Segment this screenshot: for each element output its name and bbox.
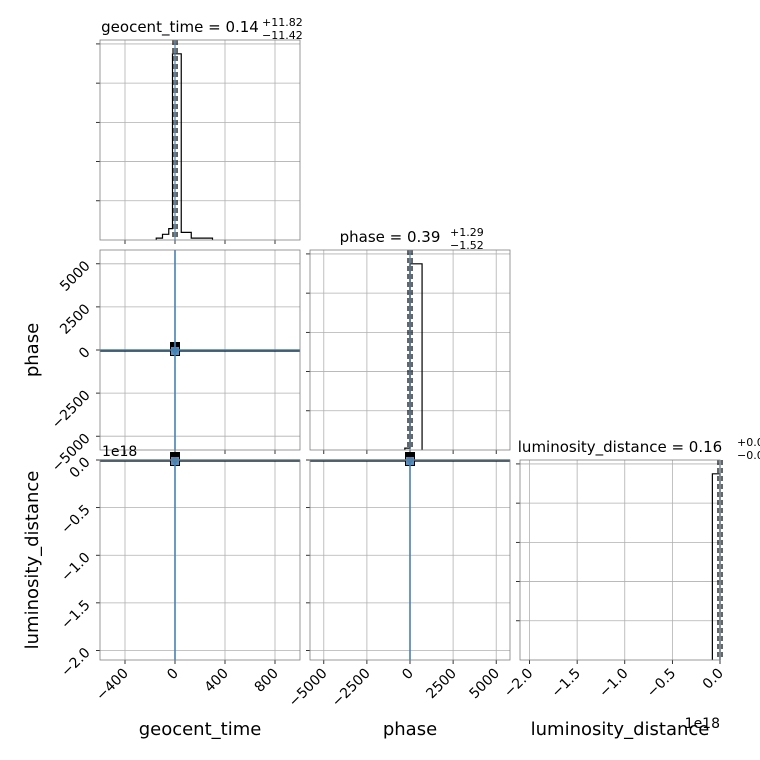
panel-title: phase = 0.39 [340, 228, 441, 246]
y-tick-label: −1.0 [58, 550, 93, 585]
x-tick-label: −5000 [286, 666, 331, 711]
x-tick-label: 400 [202, 666, 232, 696]
x-axis-label: phase [383, 719, 437, 740]
panel-frame [99, 39, 301, 241]
y-axis-label: phase [22, 323, 43, 377]
x-tick-label: 0 [164, 666, 182, 684]
x-tick-label: −0.5 [644, 666, 679, 701]
x-offset-label: 1e18 [685, 716, 720, 732]
panel-title: geocent_time = 0.14 [101, 18, 259, 37]
panel-geocent_time-vs-luminosity_distance [96, 452, 301, 664]
title-minus: −0.08 [737, 449, 760, 462]
panel-frame [519, 459, 721, 661]
panel-phase-vs-luminosity_distance [306, 452, 511, 664]
y-tick-label: 0 [76, 344, 94, 362]
x-tick-label: −1.0 [596, 666, 631, 701]
histogram-luminosity_distance [711, 473, 721, 660]
x-tick-label: 2500 [423, 666, 460, 703]
title-minus: −1.52 [450, 239, 484, 252]
panel-frame [99, 249, 301, 451]
x-tick-label: −1.5 [549, 666, 584, 701]
y-tick-label: −2500 [49, 387, 94, 432]
y-tick-label: −2.0 [58, 645, 93, 680]
x-tick-label: 800 [252, 666, 282, 696]
diag-panel-geocent_time: geocent_time = 0.14 +11.82−11.42 [96, 16, 303, 244]
x-axis-label: luminosity_distance [531, 719, 710, 740]
x-tick-label: 5000 [467, 666, 504, 703]
y-tick-label: −0.5 [58, 502, 93, 537]
y-axis-label: luminosity_distance [22, 471, 43, 650]
truth-point [172, 347, 178, 353]
x-tick-label: −2.0 [501, 666, 536, 701]
y-tick-label: −1.5 [58, 597, 93, 632]
title-plus: +1.29 [450, 226, 484, 239]
panel-title: luminosity_distance = 0.16 [518, 438, 722, 457]
y-offset-label: 1e18 [102, 444, 137, 460]
panel-frame [99, 459, 301, 661]
y-tick-label: 2500 [57, 301, 94, 338]
diag-panel-luminosity_distance: luminosity_distance = 0.16 +0.07−0.08 [516, 436, 760, 664]
title-plus: +0.07 [737, 436, 760, 449]
x-tick-label: −400 [93, 666, 132, 705]
panel-frame [309, 249, 511, 451]
histogram-geocent_time [155, 53, 214, 240]
x-axis-label: geocent_time [139, 719, 262, 740]
y-tick-label: 5000 [57, 258, 94, 295]
x-tick-label: 0 [399, 666, 417, 684]
panel-frame [309, 459, 511, 661]
diag-panel-phase: phase = 0.39 +1.29−1.52 [306, 226, 511, 454]
title-minus: −11.42 [262, 29, 303, 42]
x-tick-label: −2500 [329, 666, 374, 711]
panel-geocent_time-vs-phase [96, 249, 301, 454]
x-tick-label: 0.0 [700, 666, 727, 693]
title-plus: +11.82 [262, 16, 303, 29]
